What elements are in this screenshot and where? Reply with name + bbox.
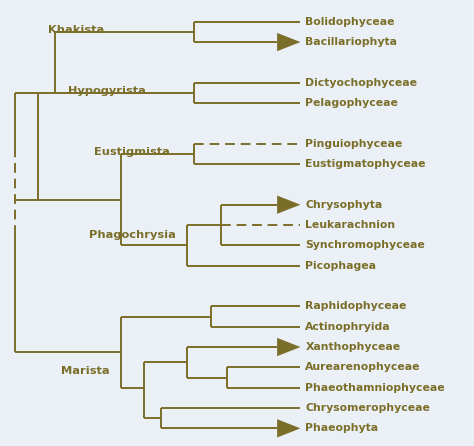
Text: Phaeothamniophyceae: Phaeothamniophyceae <box>305 383 445 392</box>
Polygon shape <box>277 195 301 214</box>
Text: Eustigmatophyceae: Eustigmatophyceae <box>305 159 426 169</box>
Polygon shape <box>277 419 301 438</box>
Text: Pinguiophyceae: Pinguiophyceae <box>305 139 402 149</box>
Text: Eustigmista: Eustigmista <box>94 147 170 157</box>
Polygon shape <box>277 338 301 356</box>
Text: Khakista: Khakista <box>48 25 104 35</box>
Text: Bolidophyceae: Bolidophyceae <box>305 17 395 27</box>
Text: Xanthophyceae: Xanthophyceae <box>305 342 401 352</box>
Text: Chrysomerophyceae: Chrysomerophyceae <box>305 403 430 413</box>
Text: Picophagea: Picophagea <box>305 261 376 271</box>
Text: Aurearenophyceae: Aurearenophyceae <box>305 362 421 372</box>
Text: Hypogyrista: Hypogyrista <box>68 86 146 96</box>
Text: Phaeophyta: Phaeophyta <box>305 423 378 434</box>
Text: Phagochrysia: Phagochrysia <box>90 230 176 240</box>
Text: Raphidophyceae: Raphidophyceae <box>305 301 407 311</box>
Polygon shape <box>277 33 301 51</box>
Text: Chrysophyta: Chrysophyta <box>305 200 383 210</box>
Text: Bacillariophyta: Bacillariophyta <box>305 37 397 47</box>
Text: Marista: Marista <box>61 367 110 376</box>
Text: Synchromophyceae: Synchromophyceae <box>305 240 425 250</box>
Text: Dictyochophyceae: Dictyochophyceae <box>305 78 417 88</box>
Text: Leukarachnion: Leukarachnion <box>305 220 395 230</box>
Text: Actinophryida: Actinophryida <box>305 322 391 332</box>
Text: Pelagophyceae: Pelagophyceae <box>305 98 398 108</box>
